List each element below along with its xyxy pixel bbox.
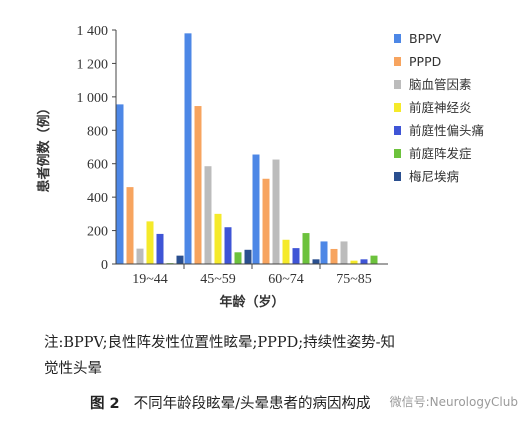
note-line-1: 注:BPPV;良性阵发性位置性眩晕;PPPD;持续性姿势-知 [44, 335, 396, 351]
bar-2-3 [204, 166, 212, 264]
bar-3-7 [312, 259, 320, 264]
bar-3-6 [302, 233, 310, 264]
y-tick-label: 200 [87, 225, 108, 240]
bar-2-6 [234, 252, 242, 264]
x-tick-labels: 19~44 45~59 60~74 75~85 [132, 264, 372, 287]
y-tick-label: 1 000 [77, 91, 109, 106]
bar-4-6 [370, 255, 378, 264]
legend-label: 前庭神经炎 [409, 100, 472, 115]
legend-label: 脑血管因素 [409, 77, 472, 92]
legend-swatch [394, 57, 401, 66]
bar-3-5 [292, 248, 300, 264]
bar-4-3 [340, 241, 348, 264]
figure-title: 不同年龄段眩晕/头晕患者的病因构成 [133, 396, 371, 412]
chart-note: 注:BPPV;良性阵发性位置性眩晕;PPPD;持续性姿势-知 觉性头晕 [44, 330, 504, 382]
bar-4-1 [320, 241, 328, 264]
bar-3-3 [272, 159, 280, 264]
note-line-2: 觉性头晕 [44, 361, 102, 377]
legend-swatch [394, 172, 401, 181]
bar-2-5 [224, 227, 232, 264]
x-tick-label: 60~74 [268, 272, 304, 287]
bar-chart: 0 200 400 600 800 1 000 1 200 1 400 19~44 45~59 6… [36, 24, 484, 310]
y-tick-label: 0 [101, 258, 108, 273]
bar-1-1 [116, 104, 124, 264]
bar-2-1 [184, 33, 192, 264]
bar-4-4 [350, 260, 358, 264]
x-tick-label: 19~44 [132, 272, 168, 287]
legend-label: 前庭性偏头痛 [409, 123, 484, 138]
legend-label: BPPV [409, 31, 442, 46]
legend-label: PPPD [409, 54, 441, 69]
y-tick-label: 400 [87, 191, 108, 206]
y-tick-label: 600 [87, 158, 108, 173]
bars [116, 33, 378, 264]
bar-3-1 [252, 154, 260, 264]
legend-swatch [394, 34, 401, 43]
bar-1-5 [156, 233, 164, 264]
bar-4-5 [360, 259, 368, 264]
bar-1-2 [126, 187, 134, 264]
x-tick-label: 75~85 [336, 272, 372, 287]
x-tick-label: 45~59 [200, 272, 236, 287]
legend-label: 梅尼埃病 [409, 169, 459, 184]
bar-1-3 [136, 248, 144, 264]
legend-swatch [394, 126, 401, 135]
bar-3-4 [282, 239, 290, 264]
bar-2-2 [194, 106, 202, 264]
y-tick-labels: 0 200 400 600 800 1 000 1 200 1 400 [77, 24, 116, 273]
bar-4-2 [330, 248, 338, 264]
bar-1-7 [176, 255, 184, 264]
y-tick-label: 800 [87, 124, 108, 139]
legend-swatch [394, 80, 401, 89]
figure-number: 图 2 [90, 396, 120, 412]
figure-caption: 图 2 不同年龄段眩晕/头晕患者的病因构成 [90, 392, 371, 413]
legend-swatch [394, 103, 401, 112]
watermark: 微信号:NeurologyClub [389, 395, 518, 409]
y-tick-label: 1 400 [77, 24, 109, 39]
bar-1-4 [146, 221, 154, 264]
legend-swatch [394, 149, 401, 158]
bar-2-7 [244, 249, 252, 264]
bar-3-2 [262, 178, 270, 264]
y-tick-label: 1 200 [77, 57, 109, 72]
bar-2-4 [214, 213, 222, 264]
y-axis-label: 患者例数（例） [36, 101, 52, 192]
x-axis-label: 年龄（岁） [219, 294, 284, 310]
legend-label: 前庭阵发症 [409, 146, 472, 161]
